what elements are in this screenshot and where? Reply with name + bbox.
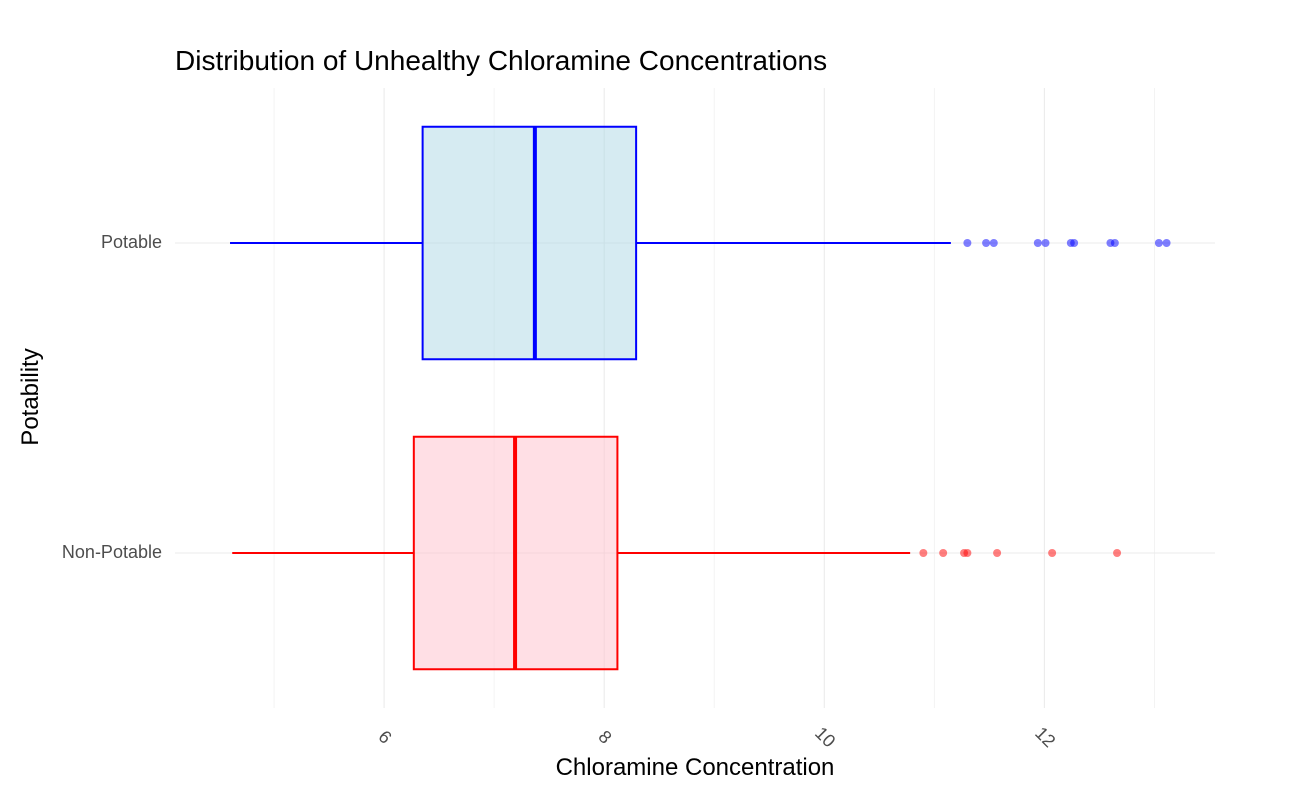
x-tick-label: 12 (1031, 723, 1059, 751)
x-axis-title: Chloramine Concentration (556, 754, 835, 781)
boxplot-series (230, 125, 1171, 671)
x-axis-tick-labels: 6 8 10 12 (374, 723, 1059, 751)
x-tick-label: 10 (811, 723, 839, 751)
box-group (232, 435, 1122, 671)
y-axis-title: Potability (17, 348, 44, 445)
grid-lines (175, 88, 1215, 708)
outlier-point (1110, 239, 1119, 247)
outlier-point (963, 549, 972, 557)
x-tick-label: 8 (594, 727, 615, 748)
iqr-box (421, 125, 638, 361)
outlier-point (1113, 549, 1122, 557)
y-tick-label: Potable (101, 232, 162, 252)
outlier-point (982, 239, 991, 247)
outlier-point (1041, 239, 1050, 247)
outlier-point (1162, 239, 1171, 247)
y-axis-tick-labels: Non-Potable Potable (62, 232, 162, 562)
outlier-point (939, 549, 948, 557)
outlier-point (1048, 549, 1057, 557)
outlier-point (1154, 239, 1163, 247)
outlier-point (963, 239, 972, 247)
box-group (230, 125, 1171, 361)
outlier-point (1070, 239, 1079, 247)
outlier-point (919, 549, 928, 557)
outlier-point (1033, 239, 1042, 247)
outlier-point (989, 239, 998, 247)
outlier-point (993, 549, 1002, 557)
chart-title: Distribution of Unhealthy Chloramine Con… (175, 45, 827, 76)
y-tick-label: Non-Potable (62, 542, 162, 562)
x-tick-label: 6 (374, 727, 395, 748)
